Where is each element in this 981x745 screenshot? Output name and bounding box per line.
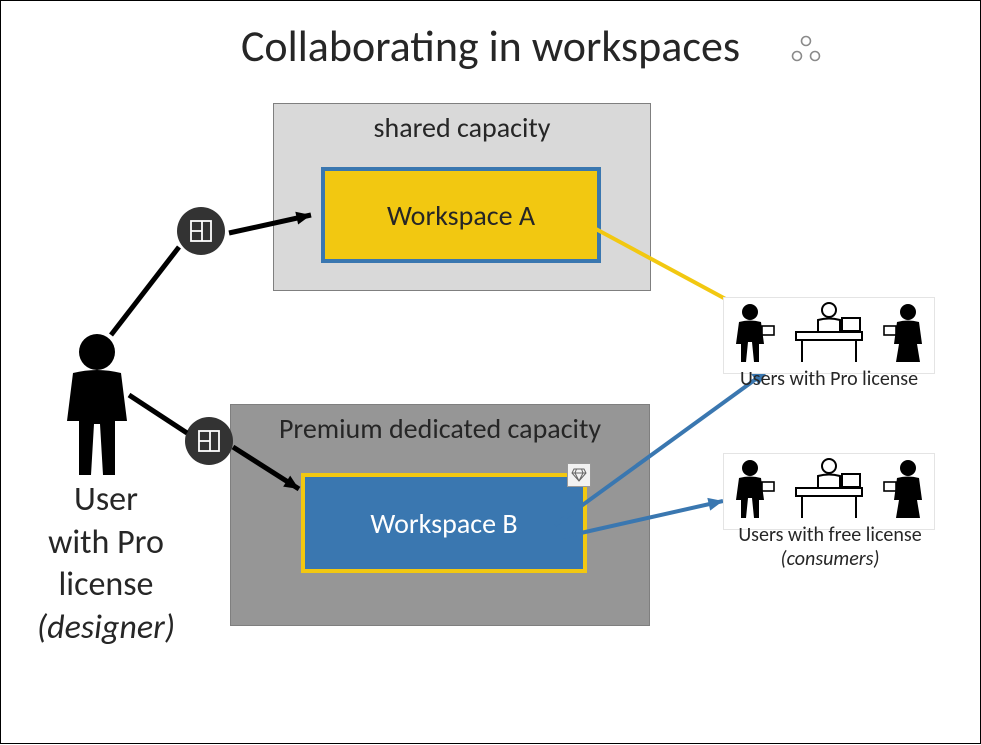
desk-person-icon [790,302,868,369]
person-icon [730,458,776,525]
users-pro-label: Users with Pro license [721,367,937,391]
users-free-label-line: Users with free license [719,523,941,547]
users-free-label-line: (consumers) [719,547,941,571]
person-icon [730,302,776,369]
users-pro-group [723,297,935,374]
users-free-label: Users with free license (consumers) [719,523,941,571]
desk-person-icon [790,458,868,525]
users-free-group [723,453,935,530]
person-icon [882,302,928,369]
person-icon [882,458,928,525]
